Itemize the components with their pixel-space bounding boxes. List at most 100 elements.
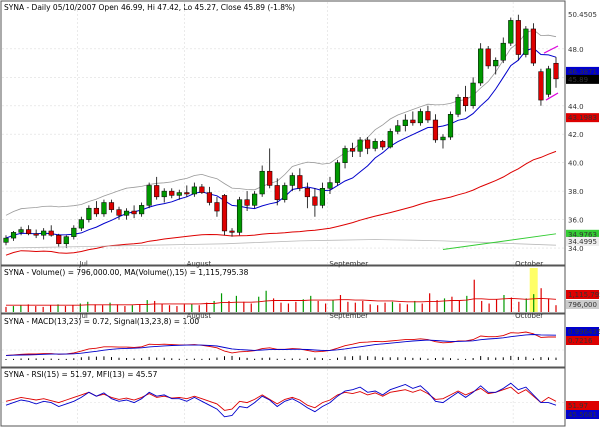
volume-label-bg (566, 300, 599, 309)
candle-body (274, 185, 280, 200)
candle-body (41, 230, 47, 236)
candle-body (553, 62, 559, 80)
candle-body (146, 185, 152, 206)
macd-label-bg (566, 327, 599, 336)
volume-label: 796,000 (568, 301, 597, 309)
price-label-bg (566, 229, 599, 239)
volume-overlay-line (5, 239, 557, 249)
month-label: Jul (78, 260, 88, 268)
candle-body (410, 119, 416, 124)
candle-body (206, 192, 213, 203)
price-axis-tick: 36.0 (568, 217, 584, 225)
candle-body (63, 236, 69, 245)
volume-ma-line (6, 297, 557, 306)
candle-body (18, 229, 24, 233)
candle-body (236, 199, 243, 233)
price-axis-tick: 40.0 (568, 160, 584, 168)
price-label: 46.3871 (568, 68, 597, 76)
candle-body (3, 237, 9, 243)
candle-body (101, 202, 107, 215)
candle-body (259, 170, 265, 195)
candle-body (417, 111, 423, 124)
candle-body (108, 202, 115, 210)
candle-body (395, 125, 401, 132)
candle-body (432, 119, 439, 141)
candle-body (380, 141, 386, 148)
candle-body (33, 233, 39, 236)
candle-body (402, 119, 408, 126)
rsi-label: 45.5681 (568, 411, 597, 419)
candle-body (244, 199, 250, 206)
price-label: 34.9763 (568, 231, 597, 239)
candle-body (71, 227, 77, 237)
candle-body (176, 192, 182, 196)
mfi-line (5, 382, 557, 418)
candle-body (470, 82, 476, 107)
month-label: Jul (78, 312, 88, 320)
candle-body (123, 210, 130, 216)
month-label: August (187, 312, 212, 320)
macd-label: 0.996435 (568, 328, 600, 336)
macd-label: 0.7216 (568, 337, 593, 345)
price-label-bg (566, 66, 599, 76)
candle-body (387, 131, 393, 148)
candle-body (86, 207, 92, 220)
candle-body (169, 190, 175, 196)
candle-body (508, 20, 514, 44)
price-label-bg (566, 236, 599, 246)
candle-body (312, 196, 318, 206)
month-label: October (515, 312, 543, 320)
candle-body (538, 71, 544, 101)
rsi-panel: SYNA - RSI(15) = 51.97, MFI(13) = 45.57 (0, 367, 566, 427)
price-axis-tick: 48.0 (568, 46, 584, 54)
month-label: September (329, 260, 368, 268)
rsi-label-bg (566, 410, 599, 419)
candle-body (214, 202, 220, 212)
candle-body (161, 190, 167, 198)
candle-body (267, 170, 273, 186)
price-header: SYNA - Daily 05/10/2007 Open 46.99, Hi 4… (4, 3, 295, 12)
rsi-label-bg (566, 401, 599, 410)
candle-body (523, 28, 529, 55)
month-label: October (515, 260, 543, 268)
macd-header: SYNA - MACD(13,23) = 0.72, Signal(13,23,… (4, 317, 199, 326)
price-label: 43.1983 (568, 114, 597, 122)
candle-body (545, 68, 552, 95)
trend-line (545, 92, 559, 101)
candle-body (425, 111, 431, 121)
candle-body (372, 141, 378, 149)
candle-body (304, 188, 310, 198)
volume-header: SYNA - Volume() = 796,000.00, MA(Volume(… (4, 268, 249, 277)
candle-body (221, 195, 228, 232)
volume-label: 1,115,795 (568, 291, 600, 299)
candle-body (297, 175, 303, 189)
candle-body (184, 192, 190, 195)
candle-body (485, 48, 491, 67)
volume-panel: SYNA - Volume() = 796,000.00, MA(Volume(… (0, 265, 566, 314)
rsi-label: 51.97 (568, 402, 588, 410)
volume-label-bg (566, 290, 599, 299)
candle-body (116, 209, 122, 216)
candle-body (191, 186, 197, 195)
month-label: September (329, 312, 368, 320)
candle-body (500, 42, 506, 61)
candle-body (357, 139, 363, 152)
candle-body (10, 232, 17, 239)
candle-body (515, 20, 521, 55)
candle-body (252, 193, 258, 206)
price-axis-tick: 42.0 (568, 131, 584, 139)
candle-body (93, 207, 99, 215)
candle-body (327, 182, 333, 189)
candle-body (349, 148, 356, 152)
candle-body (334, 162, 341, 183)
candle-body (289, 175, 295, 186)
candle-body (199, 186, 205, 193)
price-axis-tick: 50.4505 (568, 11, 597, 19)
volume-ma-line (442, 233, 557, 250)
candle-body (530, 28, 536, 64)
ma-short-line (5, 47, 557, 239)
candle-body (282, 185, 288, 200)
candle-body (440, 136, 446, 141)
